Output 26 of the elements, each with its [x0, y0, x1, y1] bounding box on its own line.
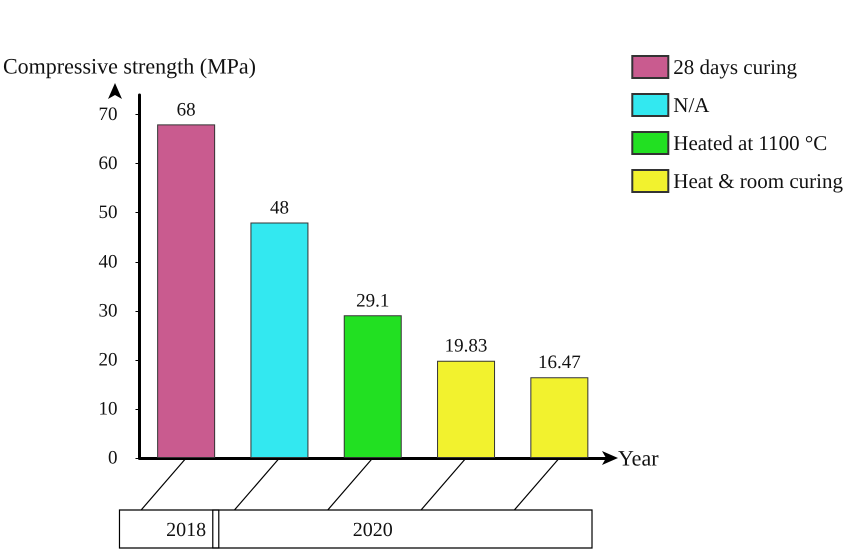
y-tick-label: 70 — [98, 104, 118, 126]
y-tick-label: 50 — [98, 202, 118, 224]
y-axis-title: Compressive strength (MPa) — [3, 54, 256, 78]
bar — [157, 124, 216, 458]
bar — [437, 360, 496, 458]
y-tick-label: 0 — [108, 448, 118, 468]
legend-label: 28 days curing — [673, 55, 798, 79]
x-axis-title: Year — [618, 446, 660, 470]
x-tick-label: 2020 — [352, 519, 393, 541]
legend-label: Heat & room curing — [673, 169, 844, 193]
data-label: 48 — [270, 198, 289, 219]
data-label: 68 — [176, 99, 196, 120]
legend-label: Heated at 1100 °C — [673, 131, 828, 155]
y-tick-label: 60 — [98, 153, 118, 174]
bar — [250, 222, 308, 458]
y-tick-label: 30 — [98, 300, 118, 322]
legend-label: N/A — [673, 93, 710, 117]
x-tick-label: 2018 — [166, 519, 206, 541]
y-tick-label: 40 — [98, 251, 118, 272]
data-label: 16.47 — [538, 352, 581, 374]
y-tick-label: 20 — [98, 349, 118, 370]
bar — [344, 315, 402, 458]
bar — [530, 377, 588, 458]
data-label: 19.83 — [444, 336, 488, 357]
y-tick-label: 10 — [98, 398, 118, 420]
data-label: 29.1 — [356, 290, 390, 312]
